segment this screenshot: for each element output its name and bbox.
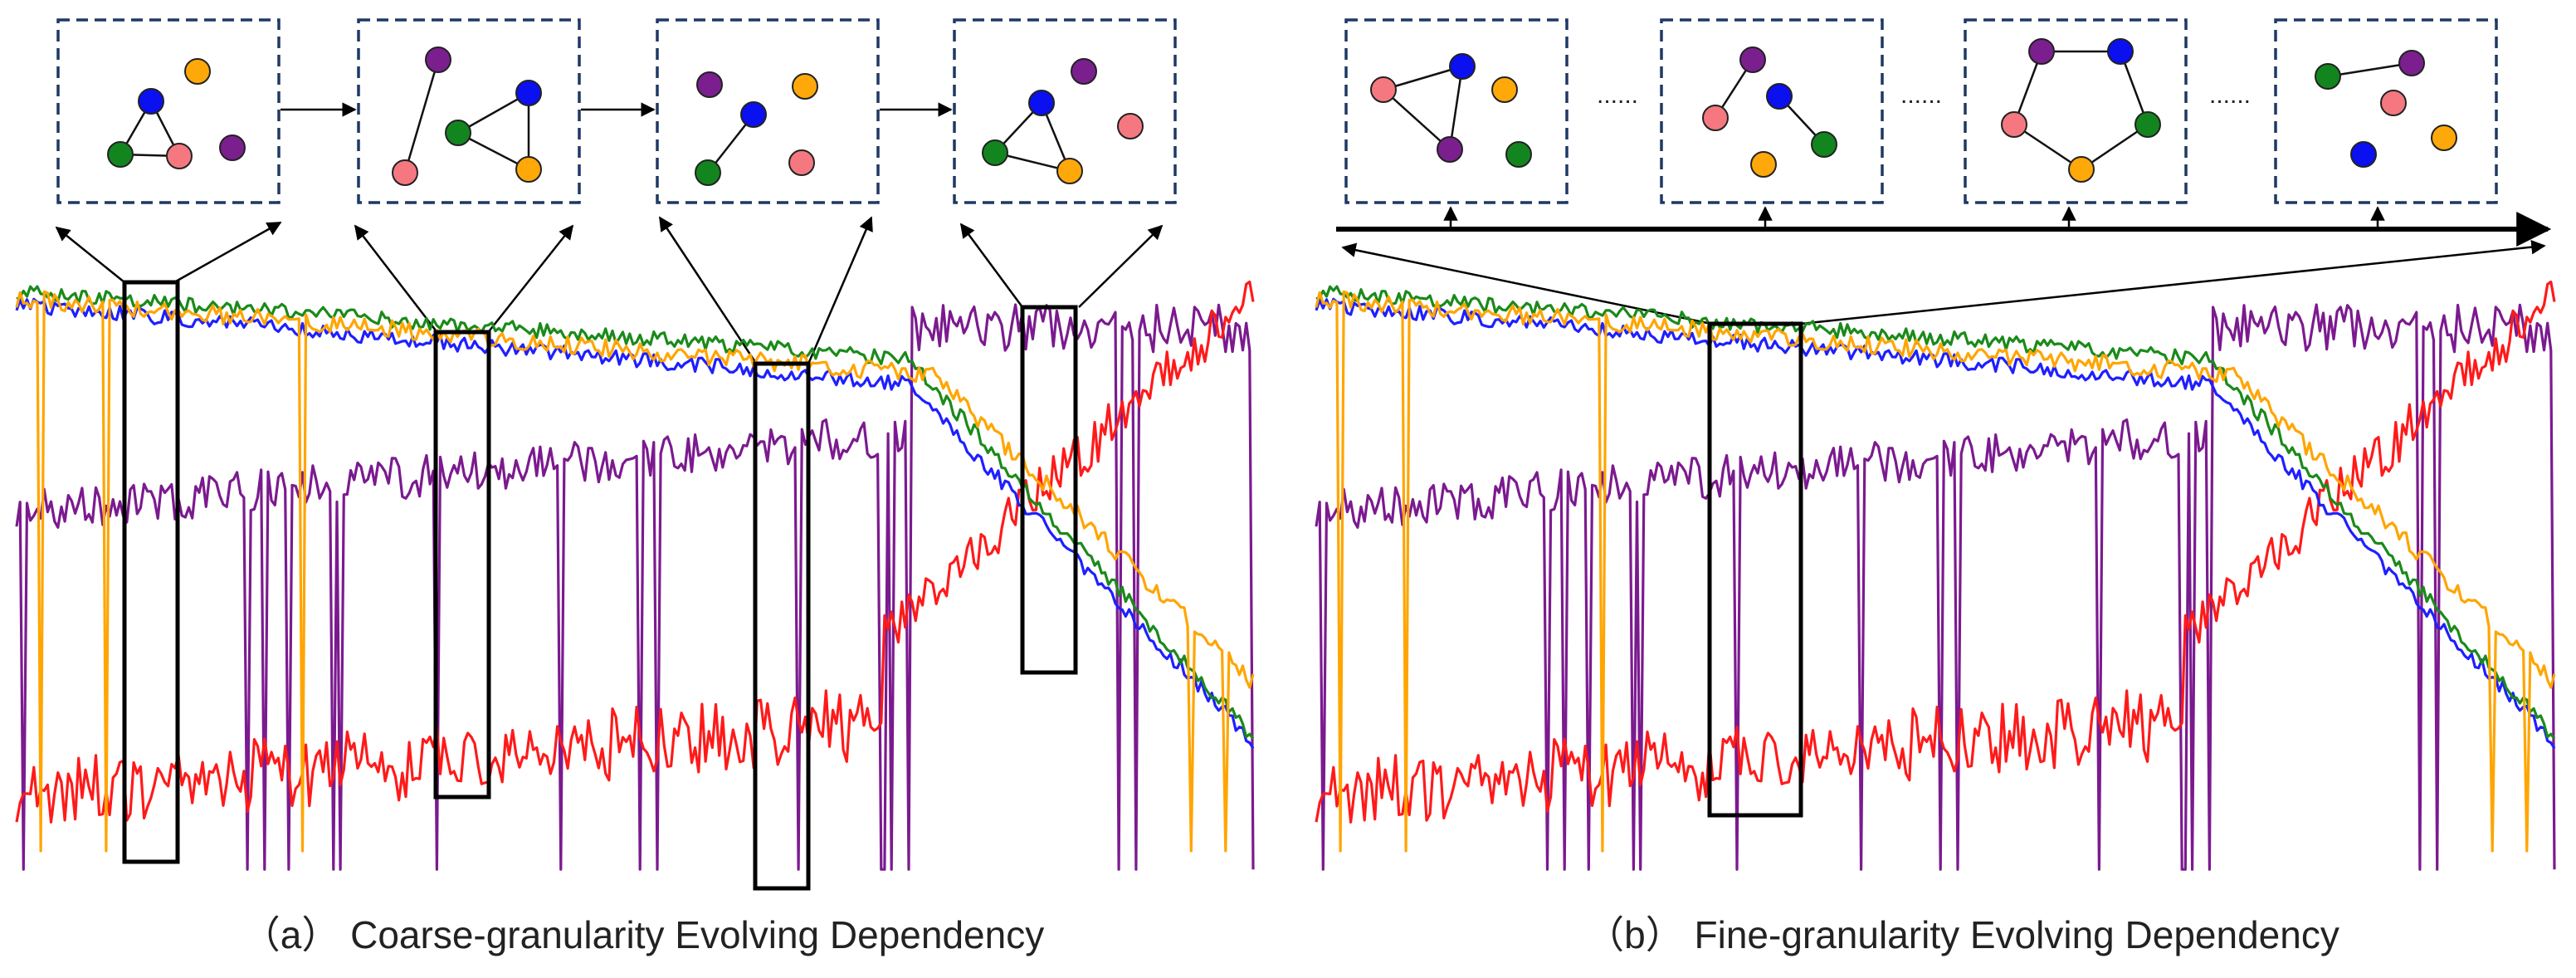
node-blue xyxy=(1449,53,1476,80)
node-purple xyxy=(696,71,723,98)
node-orange xyxy=(184,58,211,85)
time-series-plot-a xyxy=(15,280,1255,871)
ellipsis: ...... xyxy=(2209,81,2251,109)
node-pink xyxy=(166,143,193,169)
green-series-line xyxy=(1315,285,2556,740)
purple-series-line xyxy=(15,303,1255,871)
node-green xyxy=(695,159,721,186)
node-green xyxy=(107,141,134,168)
graph-box xyxy=(1964,18,2188,204)
node-orange xyxy=(792,73,818,100)
node-purple xyxy=(1437,136,1463,163)
caption-panel-b: （b） Fine-granularity Evolving Dependency xyxy=(1586,913,2339,956)
red-series-line xyxy=(1315,280,2556,824)
fine-window xyxy=(1707,321,1803,818)
node-orange xyxy=(1491,76,1518,103)
node-purple xyxy=(425,46,451,73)
panel-b: ...... ...... ...... xyxy=(1315,18,2556,871)
node-blue xyxy=(2350,141,2377,168)
graph-box xyxy=(357,18,581,204)
window-to-graph-arrow xyxy=(55,226,125,283)
node-purple xyxy=(219,134,246,161)
ellipsis: ...... xyxy=(1597,81,1638,109)
node-pink xyxy=(2001,111,2027,138)
window-to-graph-arrow xyxy=(807,216,873,363)
node-purple xyxy=(1071,58,1097,85)
node-orange xyxy=(2068,156,2095,183)
orange-series-line xyxy=(15,290,1255,853)
panel-a xyxy=(15,18,1255,891)
red-series-line xyxy=(15,280,1255,824)
window-to-graph-arrow xyxy=(959,222,1024,308)
node-blue xyxy=(138,88,164,115)
coarse-window xyxy=(122,280,180,864)
graph-box xyxy=(1660,18,1884,204)
node-blue xyxy=(740,101,767,128)
node-pink xyxy=(788,149,815,176)
node-blue xyxy=(1766,83,1793,110)
node-pink xyxy=(1370,76,1397,103)
node-green xyxy=(982,139,1008,166)
orange-series-line xyxy=(1315,290,2556,853)
caption-panel-a: （a） Coarse-granularity Evolving Dependen… xyxy=(242,913,1045,956)
window-to-graph-arrow xyxy=(173,221,282,284)
node-blue xyxy=(2107,38,2134,65)
node-pink xyxy=(2380,90,2407,116)
node-orange xyxy=(1056,158,1083,184)
coarse-window xyxy=(433,330,491,800)
node-blue xyxy=(515,80,542,106)
node-orange xyxy=(2431,125,2457,151)
node-orange xyxy=(515,156,542,183)
node-purple xyxy=(2398,50,2425,76)
graph-box xyxy=(953,18,1177,204)
node-green xyxy=(445,120,471,146)
ellipsis: ...... xyxy=(1900,81,1942,109)
coarse-window xyxy=(1020,305,1078,675)
expand-arrow xyxy=(1800,239,2546,325)
node-blue xyxy=(1028,90,1055,116)
window-to-graph-arrow xyxy=(658,216,757,363)
node-pink xyxy=(1117,113,1144,139)
node-green xyxy=(1505,141,1532,168)
node-green xyxy=(2315,63,2341,90)
graph-box xyxy=(1344,18,1569,204)
window-to-graph-arrow xyxy=(1078,224,1164,308)
coarse-window xyxy=(753,361,811,891)
node-pink xyxy=(392,159,418,186)
node-orange xyxy=(1750,151,1777,178)
time-series-plot-b xyxy=(1315,280,2556,871)
node-green xyxy=(2134,111,2161,138)
graph-box xyxy=(56,18,281,204)
blue-series-line xyxy=(1315,297,2556,750)
node-pink xyxy=(1702,105,1729,131)
node-purple xyxy=(2028,38,2055,65)
graph-box xyxy=(2274,18,2498,204)
node-green xyxy=(1811,131,1837,158)
blue-series-line xyxy=(15,297,1255,750)
purple-series-line xyxy=(1315,303,2556,871)
window-to-graph-arrow xyxy=(354,224,437,331)
graph-box xyxy=(656,18,880,204)
window-to-graph-arrow xyxy=(489,224,574,331)
node-purple xyxy=(1739,46,1766,73)
green-series-line xyxy=(16,285,1255,740)
